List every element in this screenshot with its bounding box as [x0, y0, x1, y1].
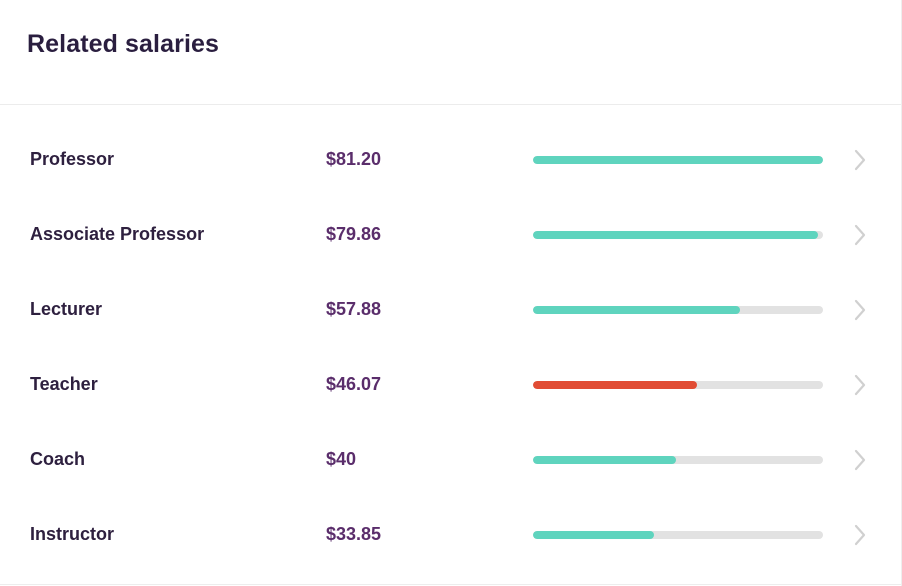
salary-amount: $81.20 — [326, 149, 382, 169]
salary-bar-fill — [533, 381, 698, 389]
chevron-right-icon[interactable] — [852, 373, 868, 397]
chevron-right-icon[interactable] — [852, 223, 868, 247]
salary-amount: $33.85 — [326, 524, 382, 544]
salary-row-instructor[interactable]: Instructor $33.85 — [0, 497, 901, 572]
salary-row-lecturer[interactable]: Lecturer $57.88 — [0, 272, 901, 347]
chevron-right-icon[interactable] — [852, 523, 868, 547]
chevron-right-icon[interactable] — [852, 148, 868, 172]
salary-bar-fill — [533, 456, 676, 464]
salary-row-associate-professor[interactable]: Associate Professor $79.86 — [0, 197, 901, 272]
salary-bar-fill — [533, 156, 823, 164]
role-name: Lecturer — [30, 299, 103, 319]
panel-bottom-divider — [0, 584, 901, 585]
salary-row-teacher[interactable]: Teacher $46.07 — [0, 347, 901, 422]
role-name: Teacher — [30, 374, 98, 394]
chevron-right-icon[interactable] — [852, 298, 868, 322]
role-name: Associate Professor — [30, 224, 205, 244]
role-name: Coach — [30, 449, 86, 469]
salary-bar-track — [533, 456, 823, 464]
salary-row-professor[interactable]: Professor $81.20 — [0, 122, 901, 197]
salary-amount: $40 — [326, 449, 357, 469]
salary-amount: $46.07 — [326, 374, 382, 394]
panel-title: Related salaries — [27, 30, 219, 58]
panel-header: Related salaries — [0, 0, 901, 105]
salary-bar-track — [533, 531, 823, 539]
salary-bar-fill — [533, 306, 740, 314]
salary-bar-track — [533, 306, 823, 314]
salary-bar-track — [533, 381, 823, 389]
salary-amount: $79.86 — [326, 224, 382, 244]
salary-bar-fill — [533, 531, 654, 539]
role-name: Instructor — [30, 524, 115, 544]
salary-amount: $57.88 — [326, 299, 382, 319]
salary-bar-track — [533, 231, 823, 239]
salary-row-coach[interactable]: Coach $40 — [0, 422, 901, 497]
role-name: Professor — [30, 149, 115, 169]
salary-bar-fill — [533, 231, 819, 239]
chevron-right-icon[interactable] — [852, 448, 868, 472]
salary-bar-track — [533, 156, 823, 164]
salary-list: Professor $81.20 Associate Professor $79… — [0, 122, 901, 572]
